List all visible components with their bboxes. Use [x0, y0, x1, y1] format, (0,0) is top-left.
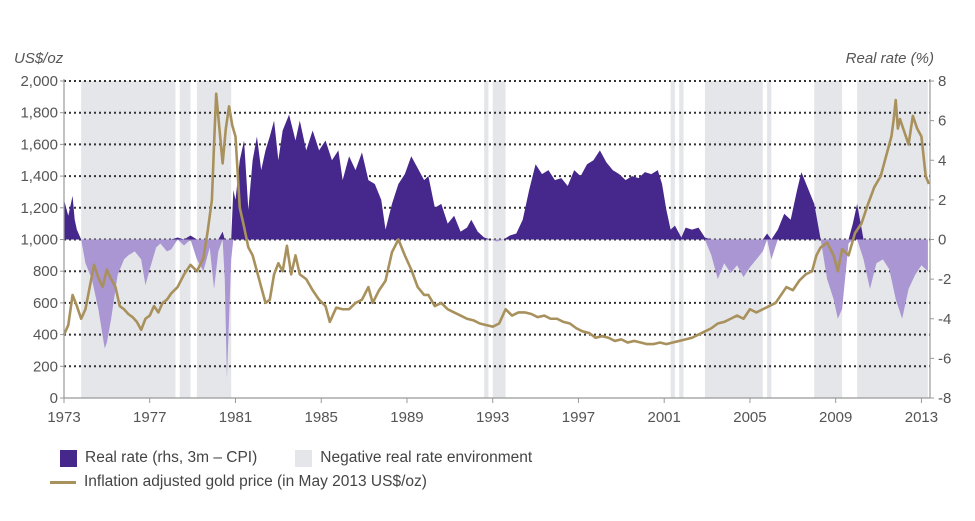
left-axis-title: US$/oz: [14, 50, 64, 67]
x-tick-label: 2005: [733, 409, 766, 426]
right-tick-label: 6: [938, 113, 946, 130]
right-tick-label: 2: [938, 192, 946, 209]
real-rate-positive-area: [64, 114, 928, 240]
x-tick-label: 1981: [219, 409, 252, 426]
gold-price-line: [62, 92, 931, 346]
gold-price-line-swatch: [50, 480, 76, 484]
left-tick-label: 200: [33, 358, 58, 375]
left-tick-label: 400: [33, 327, 58, 344]
right-tick-label: -6: [938, 350, 951, 367]
x-tick-label: 2009: [819, 409, 852, 426]
right-tick-label: 4: [938, 152, 946, 169]
right-axis-title: Real rate (%): [846, 50, 934, 67]
x-tick-label: 1985: [305, 409, 338, 426]
legend-label-negative-env: Negative real rate environment: [320, 449, 533, 466]
left-tick-label: 1,200: [20, 200, 58, 217]
legend-label-gold-price: Inflation adjusted gold price (in May 20…: [84, 473, 427, 490]
legend-item-real-rate: Real rate (rhs, 3m – CPI): [60, 449, 257, 467]
legend-row-1: Real rate (rhs, 3m – CPI) Negative real …: [60, 446, 570, 470]
legend-item-negative-env: Negative real rate environment: [295, 449, 532, 467]
left-tick-label: 1,600: [20, 136, 58, 153]
right-tick-label: -2: [938, 271, 951, 288]
x-tick-label: 2001: [648, 409, 681, 426]
left-tick-label: 1,800: [20, 105, 58, 122]
x-tick-label: 1973: [47, 409, 80, 426]
legend: Real rate (rhs, 3m – CPI) Negative real …: [50, 446, 570, 494]
negative-env-swatch: [295, 449, 313, 467]
right-tick-label: 0: [938, 232, 946, 249]
right-tick-label: 8: [938, 73, 946, 90]
x-tick-label: 1993: [476, 409, 509, 426]
real-rate-swatch: [60, 449, 77, 467]
left-tick-label: 1,400: [20, 168, 58, 185]
x-tick-label: 2013: [905, 409, 938, 426]
left-tick-label: 800: [33, 263, 58, 280]
gold-price-series-line: [62, 92, 931, 346]
legend-row-2: Inflation adjusted gold price (in May 20…: [50, 470, 570, 494]
left-tick-label: 1,000: [20, 232, 58, 249]
axes: 0 200 400 600 800 1,000 1,200 1,400 1,600 1,800 2,…: [20, 73, 951, 426]
left-tick-label: 2,000: [20, 73, 58, 90]
right-tick-label: -8: [938, 390, 951, 407]
legend-item-gold-price: Inflation adjusted gold price (in May 20…: [50, 473, 427, 491]
left-tick-label: 600: [33, 295, 58, 312]
x-tick-label: 1989: [390, 409, 423, 426]
legend-label-real-rate: Real rate (rhs, 3m – CPI): [85, 449, 258, 466]
x-tick-label: 1997: [562, 409, 595, 426]
left-tick-label: 0: [50, 390, 58, 407]
x-tick-label: 1977: [133, 409, 166, 426]
right-tick-label: -4: [938, 311, 951, 328]
